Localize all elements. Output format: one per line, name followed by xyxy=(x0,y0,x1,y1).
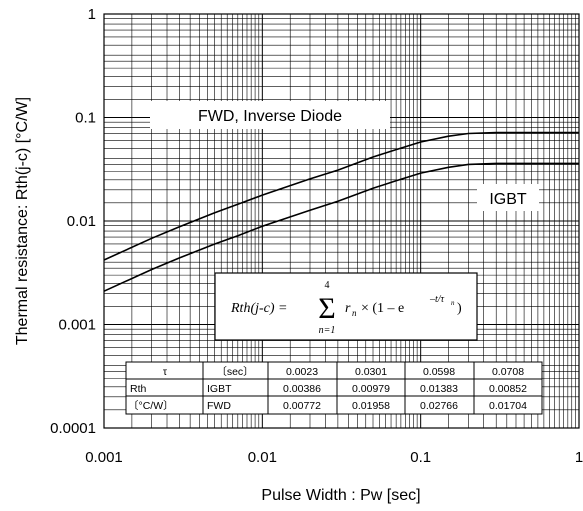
x-tick-label: 1 xyxy=(575,449,583,466)
table-cell: 0.00386 xyxy=(283,383,321,395)
x-axis-label: Pulse Width : Pw [sec] xyxy=(261,487,420,504)
series-label-fwd: FWD, Inverse Diode xyxy=(198,108,342,125)
table-cell: 0.00772 xyxy=(283,400,321,412)
table-cell: 0.0023 xyxy=(286,366,318,378)
x-tick-label: 0.01 xyxy=(248,449,277,466)
table-cell: 〔sec〕 xyxy=(216,365,253,378)
x-tick-label: 0.001 xyxy=(85,449,123,466)
series-label-igbt: IGBT xyxy=(489,191,527,208)
formula-term-sub: n xyxy=(352,308,357,318)
x-tick-label: 0.1 xyxy=(410,449,431,466)
plot-frame xyxy=(103,13,580,429)
formula-term: r xyxy=(345,301,351,316)
series-line-igbt xyxy=(103,162,579,292)
table-cell: 0.01958 xyxy=(352,400,390,412)
table-cell: 0.02766 xyxy=(420,400,458,412)
formula-sum-bottom: n=1 xyxy=(319,325,336,336)
formula-close: ) xyxy=(457,301,462,316)
y-tick-label: 1 xyxy=(88,6,96,23)
rth-parameter-table: τ 〔sec〕 0.0023 0.0301 0.0598 0.0708 Rth … xyxy=(125,361,543,415)
table-cell: 0.0301 xyxy=(355,366,387,378)
y-tick-label: 0.01 xyxy=(67,213,96,230)
table-cell: 0.00979 xyxy=(352,383,390,395)
y-tick-label: 0.1 xyxy=(75,110,96,127)
formula-box: Rth(j-c) = 4 Σ n=1 r n × (1 – e –t/τ n ) xyxy=(214,272,478,341)
igbt-label-box: IGBT xyxy=(477,184,539,211)
formula-exp: –t/τ xyxy=(429,294,445,305)
formula-rest: × (1 – e xyxy=(361,301,404,316)
fwd-label-box: FWD, Inverse Diode xyxy=(150,101,390,129)
formula-sigma: Σ xyxy=(318,292,335,325)
tick-labels: 0.001 0.01 0.1 1 0.0001 0.001 0.01 0.1 1 xyxy=(50,6,583,466)
series-lines xyxy=(103,131,579,292)
table-cell: 〔°C/W〕 xyxy=(128,399,174,412)
table-cell: 0.0708 xyxy=(492,366,524,378)
formula-exp-sub: n xyxy=(451,299,455,307)
table-cell: Rth xyxy=(130,383,147,395)
table-cell: 0.0598 xyxy=(423,366,455,378)
table-cell: 0.01383 xyxy=(420,383,458,395)
y-tick-label: 0.0001 xyxy=(50,420,96,437)
table-cell: 0.00852 xyxy=(489,383,527,395)
table-cell: τ xyxy=(163,366,168,378)
y-tick-label: 0.001 xyxy=(58,317,96,334)
table-cell: FWD xyxy=(207,400,231,412)
series-line-fwd xyxy=(103,131,579,261)
table-cell: IGBT xyxy=(207,383,232,395)
y-axis-label: Thermal resistance: Rth(j-c) [°C/W] xyxy=(14,97,31,345)
table-cell: 0.01704 xyxy=(489,400,527,412)
formula-lhs: Rth(j-c) = xyxy=(230,301,287,316)
formula-sum-top: 4 xyxy=(325,280,330,291)
